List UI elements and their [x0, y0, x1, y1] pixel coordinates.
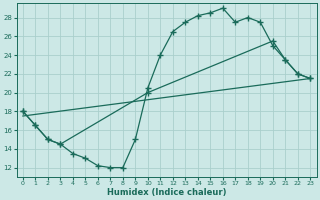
- X-axis label: Humidex (Indice chaleur): Humidex (Indice chaleur): [107, 188, 226, 197]
